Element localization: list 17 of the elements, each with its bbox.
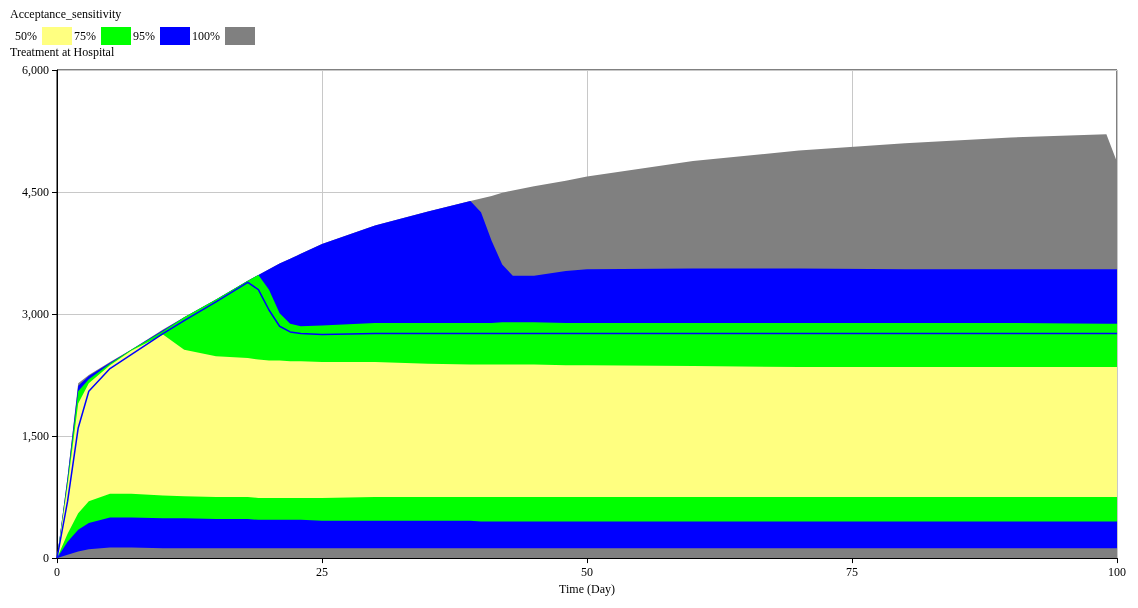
x-tick-label: 100 xyxy=(1108,565,1126,580)
legend-label: 100% xyxy=(191,29,220,43)
legend-label: 50% xyxy=(15,29,37,43)
y-tick-label: 0 xyxy=(43,551,49,566)
legend-label: 95% xyxy=(132,29,155,43)
legend-label: 75% xyxy=(73,29,96,43)
y-axis-title: Treatment at Hospital xyxy=(10,45,115,59)
y-tick-label: 6,000 xyxy=(22,63,49,77)
y-tick-label: 1,500 xyxy=(22,429,49,444)
y-tick-label: 3,000 xyxy=(22,307,49,322)
x-axis-title: Time (Day) xyxy=(559,582,615,596)
x-tick-label: 0 xyxy=(54,565,60,580)
x-tick-label: 25 xyxy=(316,565,328,580)
y-tick-label: 4,500 xyxy=(22,185,49,200)
x-tick-label: 50 xyxy=(581,565,593,580)
x-tick-label: 75 xyxy=(846,565,858,580)
legend-title: Acceptance_sensitivity xyxy=(10,7,122,21)
